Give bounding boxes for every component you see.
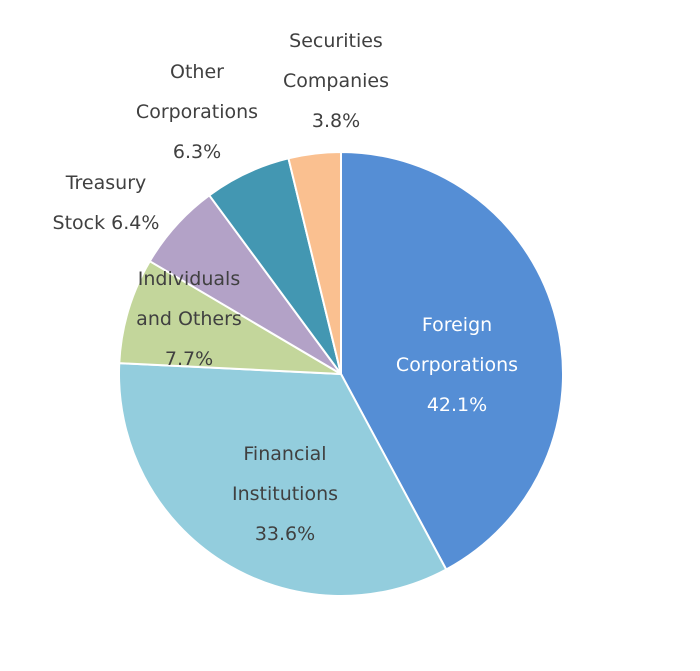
data-label-line: Treasury — [65, 172, 147, 194]
data-label-other-corporations: Other Corporations 6.3% — [136, 61, 258, 163]
data-label-line: 33.6% — [255, 523, 315, 545]
data-label-line: 6.3% — [173, 141, 221, 163]
slices-layer — [118, 151, 564, 598]
data-label-line: Corporations — [136, 101, 258, 123]
data-label-line: Corporations — [396, 354, 518, 376]
data-label-line: and Others — [136, 308, 242, 330]
pie-slice-individuals-and-others — [118, 260, 342, 375]
pie-slice-foreign-corporations — [340, 151, 564, 571]
data-label-line: Financial — [243, 443, 326, 465]
data-label-line: 3.8% — [312, 110, 360, 132]
data-label-foreign-corporations: Foreign Corporations 42.1% — [396, 314, 518, 416]
data-label-line: Stock 6.4% — [53, 212, 160, 234]
data-label-financial-institutions: Financial Institutions 33.6% — [232, 443, 338, 545]
data-label-line: Individuals — [138, 268, 240, 290]
labels-layer: Foreign Corporations 42.1% Financial Institu… — [53, 30, 519, 545]
data-label-line: 42.1% — [427, 394, 487, 416]
data-label-line: Other — [170, 61, 224, 83]
data-label-line: Securities — [289, 30, 383, 52]
data-label-individuals-and-others: Individuals and Others 7.7% — [136, 268, 242, 370]
data-label-line: Companies — [283, 70, 389, 92]
data-label-line: 7.7% — [165, 348, 213, 370]
data-label-treasury-stock: Treasury Stock 6.4% — [53, 172, 160, 234]
data-label-line: Foreign — [422, 314, 492, 336]
pie-slice-securities-companies — [287, 151, 342, 375]
data-label-line: Institutions — [232, 483, 338, 505]
pie-slice-financial-institutions — [118, 362, 448, 598]
data-label-securities-companies: Securities Companies 3.8% — [283, 30, 389, 132]
